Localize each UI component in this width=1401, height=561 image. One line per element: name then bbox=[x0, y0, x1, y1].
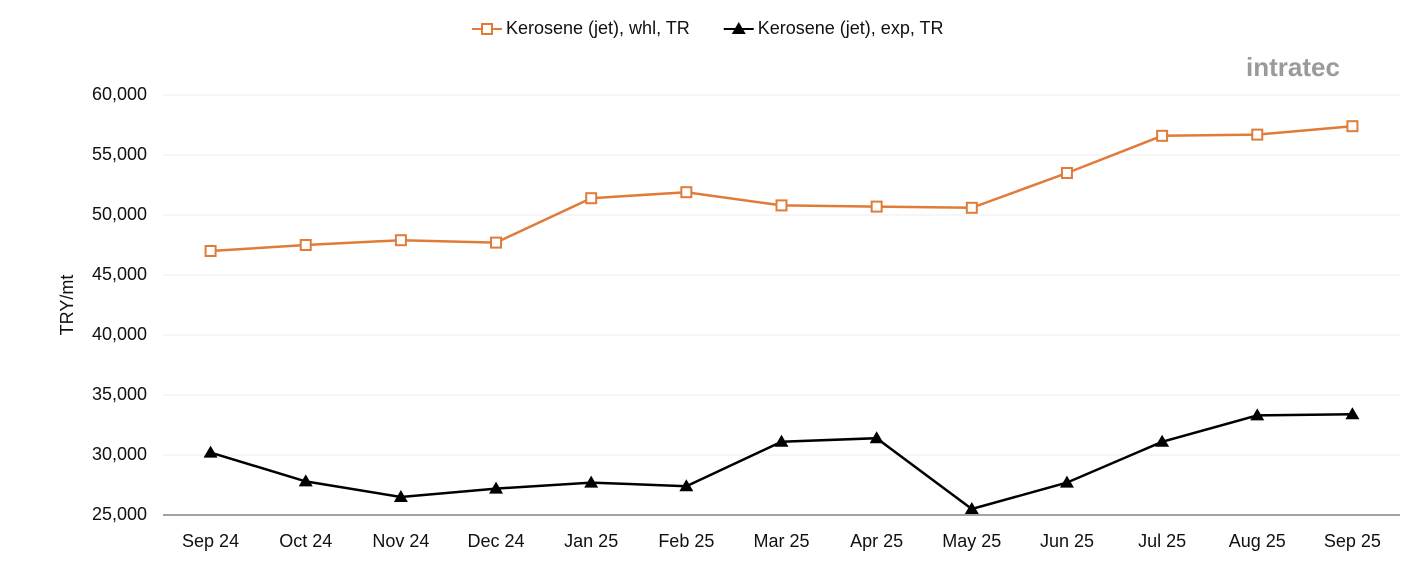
data-point bbox=[1155, 434, 1170, 447]
y-tick-label: 25,000 bbox=[92, 504, 147, 524]
data-point bbox=[299, 239, 312, 251]
x-tick-label: Feb 25 bbox=[658, 531, 714, 551]
data-point bbox=[1251, 128, 1264, 141]
y-tick-label: 30,000 bbox=[92, 444, 147, 464]
data-point bbox=[393, 490, 408, 502]
series-line bbox=[210, 124, 1353, 253]
data-point bbox=[1250, 408, 1265, 421]
y-axis-label: TRY/mt bbox=[57, 275, 77, 336]
x-tick-label: Dec 24 bbox=[468, 531, 525, 551]
x-tick-label: Jul 25 bbox=[1138, 531, 1186, 551]
x-tick-label: Sep 25 bbox=[1324, 531, 1381, 551]
data-point bbox=[869, 431, 884, 444]
x-tick-label: Mar 25 bbox=[753, 531, 809, 551]
data-point bbox=[1345, 407, 1360, 420]
data-point bbox=[394, 234, 407, 247]
y-tick-label: 45,000 bbox=[92, 264, 147, 284]
series-line bbox=[210, 412, 1353, 511]
data-point bbox=[775, 199, 788, 212]
legend-label: Kerosene (jet), whl, TR bbox=[506, 18, 690, 38]
data-point bbox=[774, 434, 789, 447]
data-point bbox=[298, 474, 313, 487]
data-point bbox=[584, 475, 599, 488]
data-point bbox=[680, 186, 693, 199]
data-point bbox=[1346, 120, 1359, 133]
data-point bbox=[204, 245, 217, 257]
y-tick-label: 55,000 bbox=[92, 144, 147, 164]
y-tick-label: 60,000 bbox=[92, 84, 147, 104]
data-point bbox=[1156, 129, 1169, 142]
logo: intratec bbox=[1246, 52, 1340, 82]
x-tick-label: Aug 25 bbox=[1229, 531, 1286, 551]
legend-label: Kerosene (jet), exp, TR bbox=[758, 18, 944, 38]
x-tick-label: Oct 24 bbox=[279, 531, 332, 551]
data-point bbox=[1059, 475, 1074, 488]
x-tick-label: May 25 bbox=[942, 531, 1001, 551]
data-point bbox=[965, 201, 978, 214]
data-point bbox=[679, 479, 694, 492]
data-point bbox=[964, 502, 979, 514]
data-point bbox=[1060, 167, 1073, 179]
data-point bbox=[490, 236, 503, 249]
legend-marker bbox=[481, 23, 493, 35]
x-tick-label: Sep 24 bbox=[182, 531, 239, 551]
x-tick-label: Apr 25 bbox=[850, 531, 903, 551]
y-tick-label: 35,000 bbox=[92, 384, 147, 404]
x-tick-label: Nov 24 bbox=[372, 531, 429, 551]
data-point bbox=[870, 200, 883, 213]
data-point bbox=[489, 481, 504, 494]
x-tick-label: Jun 25 bbox=[1040, 531, 1094, 551]
x-tick-label: Jan 25 bbox=[564, 531, 618, 551]
legend-marker bbox=[731, 22, 746, 34]
data-point bbox=[585, 192, 598, 205]
y-tick-label: 40,000 bbox=[92, 324, 147, 344]
data-point bbox=[203, 445, 218, 458]
y-tick-label: 50,000 bbox=[92, 204, 147, 224]
